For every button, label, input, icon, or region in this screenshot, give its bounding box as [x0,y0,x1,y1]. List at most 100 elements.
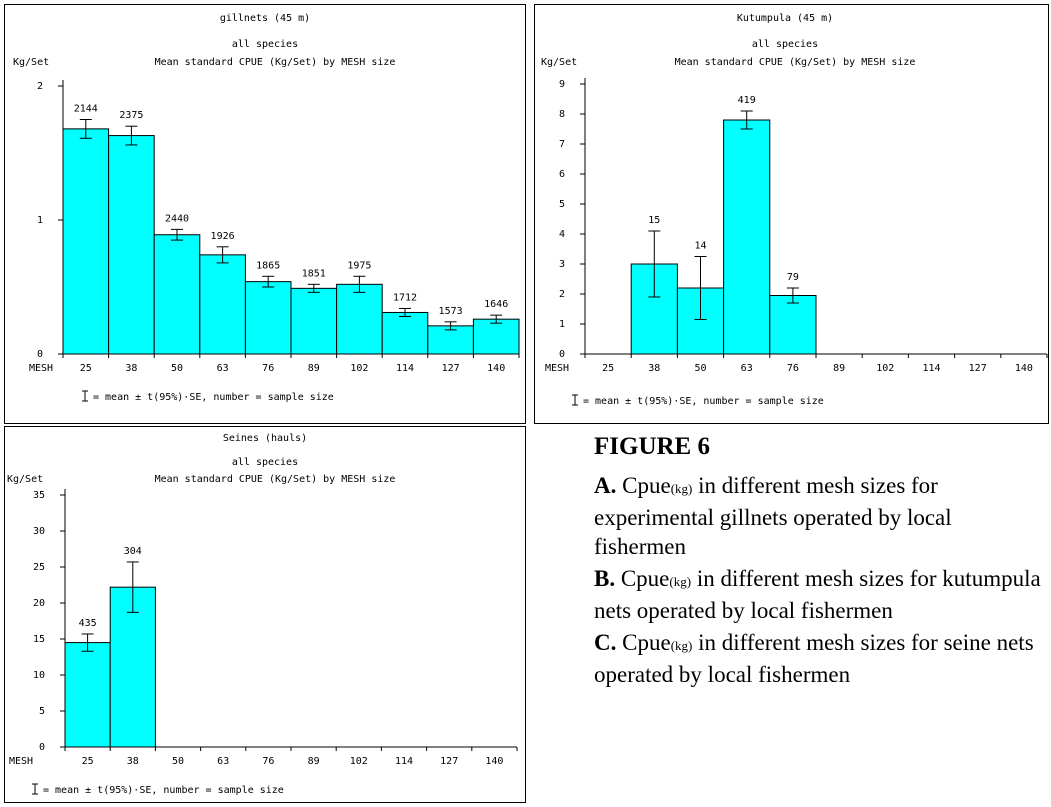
caption-letter-c: C. [594,630,617,655]
y-tick-label: 0 [39,742,45,753]
x-tick-label: 63 [217,756,229,767]
chart-description: Mean standard CPUE (Kg/Set) by MESH size [155,474,396,485]
chart-panel-seines: Seines (hauls) all species Mean standard C… [4,426,526,803]
x-tick-label: 127 [969,363,987,374]
y-tick-label: 0 [559,349,565,360]
x-tick-label: 102 [876,363,894,374]
x-tick-label: 140 [487,363,505,374]
caption-text-a: in different mesh sizes for experimental… [594,473,952,559]
sample-size-label: 435 [79,618,97,629]
caption-prefix-c: Cpue [622,630,671,655]
x-tick-label: 102 [350,756,368,767]
chart-title: Seines (hauls) [223,433,307,444]
caption-item-a: A. Cpue(kg) in different mesh sizes for … [594,471,1049,561]
caption-text-c: in different mesh sizes for seine nets o… [594,630,1034,687]
bar [427,325,474,355]
x-axis-label: MESH [9,756,33,767]
caption-sub-a: (kg) [670,481,693,496]
x-tick-label: 114 [922,363,940,374]
chart-footnote: = mean ± t(95%)·SE, number = sample size [583,396,824,407]
x-tick-label: 114 [396,363,414,374]
bar [109,586,156,748]
caption-sub-b: (kg) [669,574,692,589]
x-tick-label: 102 [350,363,368,374]
chart-subtitle: all species [752,39,818,50]
y-tick-label: 1 [37,215,43,226]
sample-size-label: 2375 [119,110,143,121]
bar [244,281,292,355]
x-tick-label: 25 [82,756,94,767]
x-tick-label: 76 [262,756,274,767]
sample-size-label: 2440 [165,213,189,224]
chart-seines: Seines (hauls) all species Mean standard C… [7,433,518,796]
chart-footnote: = mean ± t(95%)·SE, number = sample size [43,785,284,796]
caption-item-b: B. Cpue(kg) in different mesh sizes for … [594,564,1049,625]
sample-size-label: 1646 [484,299,508,310]
y-tick-label: 9 [559,79,565,90]
chart-footnote: = mean ± t(95%)·SE, number = sample size [93,392,334,403]
x-tick-label: 76 [787,363,799,374]
sample-size-label: 1851 [302,268,326,279]
bar [199,254,246,355]
x-tick-label: 63 [741,363,753,374]
bar [64,642,111,748]
x-tick-label: 50 [172,756,184,767]
y-tick-label: 1 [559,319,565,330]
y-tick-label: 10 [33,670,45,681]
x-tick-label: 140 [485,756,503,767]
chart-panel-gillnets: gillnets (45 m) all species Mean standard … [4,4,526,424]
y-tick-label: 6 [559,169,565,180]
bar [381,311,429,355]
y-tick-label: 25 [33,562,45,573]
bar [472,318,520,355]
x-tick-label: 89 [308,756,320,767]
caption-letter-a: A. [594,473,617,498]
bar [290,287,338,355]
y-tick-label: 2 [559,289,565,300]
y-tick-label: 20 [33,598,45,609]
bar [723,119,771,355]
sample-size-label: 2144 [74,104,98,115]
x-tick-label: 50 [694,363,706,374]
y-tick-label: 3 [559,259,565,270]
chart-kutumpula: Kutumpula (45 m) all species Mean standard… [541,13,1048,407]
sample-size-label: 1712 [393,292,417,303]
bar [153,234,201,355]
bar [62,128,110,355]
y-tick-label: 5 [559,199,565,210]
chart-description: Mean standard CPUE (Kg/Set) by MESH size [155,57,396,68]
x-tick-label: 38 [127,756,139,767]
y-axis-label: Kg/Set [13,57,49,68]
sample-size-label: 15 [648,215,660,226]
x-tick-label: 89 [833,363,845,374]
y-tick-label: 8 [559,109,565,120]
chart-description: Mean standard CPUE (Kg/Set) by MESH size [675,57,916,68]
bar [108,135,155,355]
caption-sub-c: (kg) [670,638,693,653]
chart-subtitle: all species [232,457,298,468]
x-tick-label: 89 [308,363,320,374]
x-tick-label: 127 [440,756,458,767]
y-tick-label: 5 [39,706,45,717]
y-axis-label: Kg/Set [541,57,577,68]
y-tick-label: 7 [559,139,565,150]
x-tick-label: 50 [171,363,183,374]
figure-caption: FIGURE 6 A. Cpue(kg) in different mesh s… [594,433,1049,692]
y-tick-label: 4 [559,229,565,240]
x-tick-label: 38 [125,363,137,374]
sample-size-label: 79 [787,272,799,283]
x-tick-label: 38 [648,363,660,374]
chart-panel-kutumpula: Kutumpula (45 m) all species Mean standard… [534,4,1049,424]
sample-size-label: 304 [124,546,142,557]
x-tick-label: 114 [395,756,413,767]
sample-size-label: 14 [694,241,706,252]
x-tick-label: 127 [442,363,460,374]
chart-title: gillnets (45 m) [220,13,310,24]
chart-title: Kutumpula (45 m) [737,13,833,24]
x-tick-label: 76 [262,363,274,374]
sample-size-label: 1975 [347,260,371,271]
bar [336,283,383,355]
x-tick-label: 25 [602,363,614,374]
y-tick-label: 30 [33,526,45,537]
y-tick-label: 2 [37,81,43,92]
